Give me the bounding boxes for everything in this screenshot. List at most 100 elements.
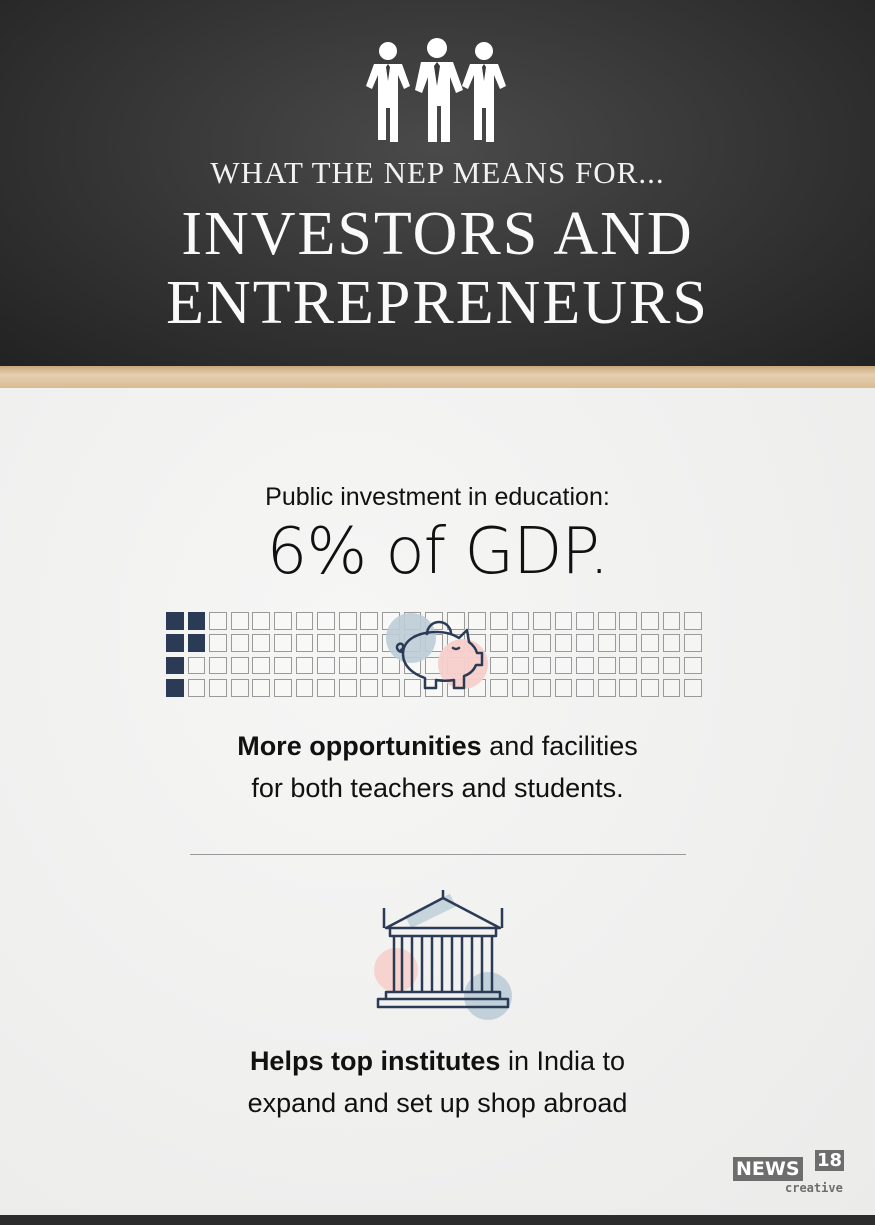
grid-square-empty <box>317 612 335 630</box>
investment-lead: Public investment in education: <box>265 483 610 511</box>
grid-square-empty <box>619 634 638 653</box>
grid-square-empty <box>597 612 616 630</box>
grid-square-empty <box>684 612 703 630</box>
grid-square-empty <box>468 612 487 630</box>
grid-square-empty <box>338 612 357 630</box>
grid-square-empty <box>209 612 227 630</box>
bottom-strip <box>0 1215 875 1225</box>
grid-square-empty <box>597 656 616 675</box>
news18-creative-logo: NEWS 18 creative <box>733 1150 845 1196</box>
grid-square-empty <box>295 656 314 675</box>
grid-square-empty <box>209 634 227 653</box>
grid-square-empty <box>619 612 638 630</box>
grid-square-empty <box>576 612 595 630</box>
grid-square-empty <box>317 634 335 653</box>
institutes-bold: Helps top institutes <box>249 1046 501 1076</box>
logo-creative: creative <box>785 1181 843 1195</box>
header-subtitle: WHAT THE NEP MEANS FOR... <box>210 155 665 190</box>
grid-square-empty <box>360 678 379 697</box>
grid-square-empty <box>641 612 659 630</box>
grid-square-empty <box>554 656 573 675</box>
grid-square-filled <box>166 634 184 653</box>
grid-square-empty <box>360 612 379 630</box>
grid-square-empty <box>489 678 508 697</box>
grid-square-empty <box>576 678 595 697</box>
grid-square-empty <box>684 634 703 653</box>
grid-square-empty <box>641 656 659 675</box>
grid-square-empty <box>641 634 659 653</box>
header-title-line1: INVESTORS AND <box>181 200 694 268</box>
grid-square-empty <box>619 678 638 697</box>
opportunities-text: More opportunities and facilities for bo… <box>0 725 875 809</box>
grid-square-empty <box>252 612 271 630</box>
grid-square-empty <box>317 678 335 697</box>
paper-background <box>0 388 875 1215</box>
grid-square-empty <box>209 678 227 697</box>
chalkboard-header <box>0 0 875 366</box>
grid-square-empty <box>403 678 422 697</box>
grid-square-empty <box>338 634 357 653</box>
grid-square-empty <box>252 678 271 697</box>
logo-news: NEWS <box>733 1157 803 1181</box>
grid-square-filled <box>166 678 184 697</box>
grid-square-empty <box>684 656 703 675</box>
grid-square-empty <box>338 656 357 675</box>
logo-18: 18 <box>815 1150 845 1171</box>
grid-square-empty <box>317 656 335 675</box>
grid-square-empty <box>597 634 616 653</box>
grid-square-empty <box>576 634 595 653</box>
grid-square-empty <box>230 634 249 653</box>
opportunities-bold: More opportunities <box>237 731 482 761</box>
grid-square-filled <box>166 656 184 675</box>
grid-square-empty <box>273 678 292 697</box>
grid-square-empty <box>187 656 206 675</box>
grid-square-empty <box>554 634 573 653</box>
grid-square-empty <box>511 612 530 630</box>
investment-headline: 6% of GDP. <box>266 515 610 589</box>
gdp-square-grid <box>166 612 711 697</box>
grid-square-empty <box>360 656 379 675</box>
grid-square-empty <box>684 678 703 697</box>
grid-square-empty <box>597 678 616 697</box>
wood-strip <box>0 366 875 388</box>
grid-square-empty <box>230 656 249 675</box>
grid-square-empty <box>533 678 551 697</box>
institution-building-icon <box>374 890 512 1020</box>
grid-square-empty <box>662 656 681 675</box>
grid-square-filled <box>187 612 206 630</box>
piggy-bank-icon <box>386 613 488 690</box>
grid-square-empty <box>273 612 292 630</box>
grid-square-empty <box>554 678 573 697</box>
grid-square-empty <box>533 634 551 653</box>
grid-square-empty <box>381 656 400 675</box>
header-title-line2: ENTREPRENEURS <box>166 269 709 337</box>
opportunities-line2: for both teachers and students. <box>251 773 624 803</box>
grid-square-empty <box>511 634 530 653</box>
institutes-rest: in India to <box>500 1046 626 1076</box>
grid-square-empty <box>230 678 249 697</box>
grid-square-empty <box>381 678 400 697</box>
grid-square-empty <box>295 634 314 653</box>
grid-square-empty <box>273 656 292 675</box>
grid-square-empty <box>511 678 530 697</box>
grid-square-empty <box>662 678 681 697</box>
grid-square-empty <box>295 678 314 697</box>
business-people-icon <box>366 38 506 142</box>
divider <box>190 854 686 855</box>
grid-square-empty <box>252 634 271 653</box>
grid-square-empty <box>641 678 659 697</box>
grid-square-empty <box>533 656 551 675</box>
grid-square-empty <box>662 612 681 630</box>
grid-square-empty <box>511 656 530 675</box>
grid-square-filled <box>166 612 184 630</box>
grid-square-empty <box>230 612 249 630</box>
institutes-line2: expand and set up shop abroad <box>247 1088 628 1118</box>
grid-square-filled <box>187 634 206 653</box>
grid-square-empty <box>209 656 227 675</box>
institutes-text: Helps top institutes in India to expand … <box>0 1040 875 1124</box>
grid-square-empty <box>662 634 681 653</box>
grid-square-empty <box>533 612 551 630</box>
grid-square-empty <box>489 656 508 675</box>
grid-square-empty <box>554 612 573 630</box>
grid-square-empty <box>489 634 508 653</box>
